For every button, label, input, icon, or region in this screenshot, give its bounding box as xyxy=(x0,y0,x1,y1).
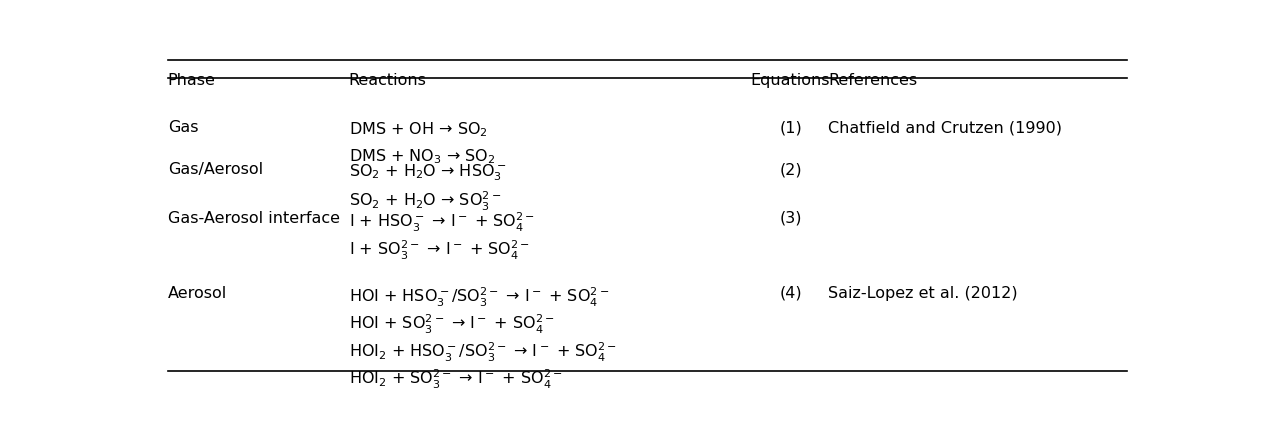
Text: Saiz-Lopez et al. (2012): Saiz-Lopez et al. (2012) xyxy=(829,285,1018,301)
Text: (2): (2) xyxy=(779,163,802,177)
Text: DMS + NO$_3$ → SO$_2$: DMS + NO$_3$ → SO$_2$ xyxy=(349,148,495,166)
Text: Equations: Equations xyxy=(750,73,830,88)
Text: Chatfield and Crutzen (1990): Chatfield and Crutzen (1990) xyxy=(829,120,1062,135)
Text: Gas/Aerosol: Gas/Aerosol xyxy=(168,163,263,177)
Text: HOI + HSO$_3^-$/SO$_3^{2-}$ → I$^-$ + SO$_4^{2-}$: HOI + HSO$_3^-$/SO$_3^{2-}$ → I$^-$ + SO… xyxy=(349,285,609,309)
Text: HOI$_2$ + HSO$_3^-$/SO$_3^{2-}$ → I$^-$ + SO$_4^{2-}$: HOI$_2$ + HSO$_3^-$/SO$_3^{2-}$ → I$^-$ … xyxy=(349,341,616,364)
Text: I + SO$_3^{2-}$ → I$^-$ + SO$_4^{2-}$: I + SO$_3^{2-}$ → I$^-$ + SO$_4^{2-}$ xyxy=(349,239,530,262)
Text: SO$_2$ + H$_2$O → SO$_3^{2-}$: SO$_2$ + H$_2$O → SO$_3^{2-}$ xyxy=(349,190,501,213)
Text: Gas-Aerosol interface: Gas-Aerosol interface xyxy=(168,211,340,226)
Text: Phase: Phase xyxy=(168,73,216,88)
Text: Aerosol: Aerosol xyxy=(168,285,227,301)
Text: (1): (1) xyxy=(779,120,802,135)
Text: (3): (3) xyxy=(779,211,802,226)
Text: Reactions: Reactions xyxy=(349,73,427,88)
Text: Gas: Gas xyxy=(168,120,198,135)
Text: References: References xyxy=(829,73,917,88)
Text: I + HSO$_3^-$ → I$^-$ + SO$_4^{2-}$: I + HSO$_3^-$ → I$^-$ + SO$_4^{2-}$ xyxy=(349,211,534,234)
Text: HOI$_2$ + SO$_3^{2-}$ → I$^-$ + SO$_4^{2-}$: HOI$_2$ + SO$_3^{2-}$ → I$^-$ + SO$_4^{2… xyxy=(349,368,562,392)
Text: (4): (4) xyxy=(779,285,802,301)
Text: SO$_2$ + H$_2$O → HSO$_3^-$: SO$_2$ + H$_2$O → HSO$_3^-$ xyxy=(349,163,506,183)
Text: DMS + OH → SO$_2$: DMS + OH → SO$_2$ xyxy=(349,120,488,139)
Text: HOI + SO$_3^{2-}$ → I$^-$ + SO$_4^{2-}$: HOI + SO$_3^{2-}$ → I$^-$ + SO$_4^{2-}$ xyxy=(349,313,554,336)
